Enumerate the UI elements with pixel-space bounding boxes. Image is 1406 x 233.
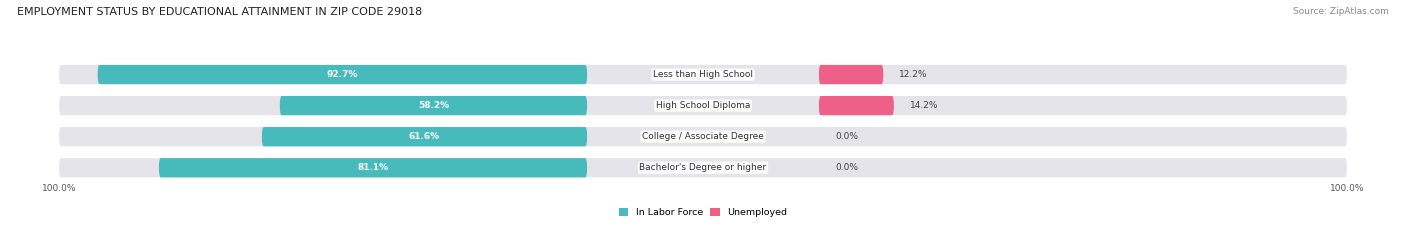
Text: 0.0%: 0.0%: [835, 132, 858, 141]
Text: Source: ZipAtlas.com: Source: ZipAtlas.com: [1294, 7, 1389, 16]
FancyBboxPatch shape: [159, 158, 588, 177]
Text: 81.1%: 81.1%: [357, 163, 388, 172]
Text: Less than High School: Less than High School: [652, 70, 754, 79]
Text: 0.0%: 0.0%: [835, 163, 858, 172]
Text: 58.2%: 58.2%: [418, 101, 449, 110]
Text: 92.7%: 92.7%: [326, 70, 359, 79]
Legend: In Labor Force, Unemployed: In Labor Force, Unemployed: [619, 208, 787, 217]
FancyBboxPatch shape: [818, 96, 894, 115]
Text: 12.2%: 12.2%: [900, 70, 928, 79]
FancyBboxPatch shape: [59, 127, 1347, 146]
Text: EMPLOYMENT STATUS BY EDUCATIONAL ATTAINMENT IN ZIP CODE 29018: EMPLOYMENT STATUS BY EDUCATIONAL ATTAINM…: [17, 7, 422, 17]
Text: College / Associate Degree: College / Associate Degree: [643, 132, 763, 141]
FancyBboxPatch shape: [97, 65, 588, 84]
Text: 61.6%: 61.6%: [409, 132, 440, 141]
FancyBboxPatch shape: [59, 158, 1347, 177]
FancyBboxPatch shape: [59, 96, 1347, 115]
Text: 100.0%: 100.0%: [1330, 184, 1364, 193]
Text: High School Diploma: High School Diploma: [655, 101, 751, 110]
FancyBboxPatch shape: [59, 65, 1347, 84]
FancyBboxPatch shape: [280, 96, 588, 115]
Text: 14.2%: 14.2%: [910, 101, 938, 110]
Text: Bachelor's Degree or higher: Bachelor's Degree or higher: [640, 163, 766, 172]
Text: 100.0%: 100.0%: [42, 184, 76, 193]
FancyBboxPatch shape: [818, 65, 883, 84]
FancyBboxPatch shape: [262, 127, 588, 146]
